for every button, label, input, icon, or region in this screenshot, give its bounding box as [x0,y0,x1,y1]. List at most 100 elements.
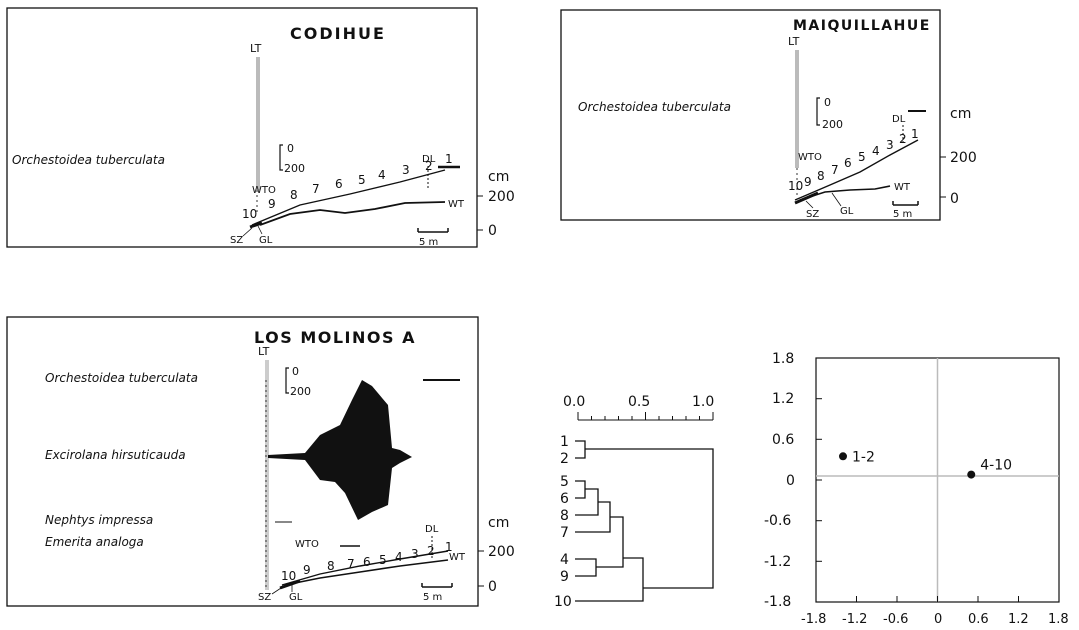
ordination-plot: 1.8 1.2 0.6 0 -0.6 -1.2 -1.8 -1.8 -1.2 -… [764,351,1069,627]
codihue-scalebar-label: 5 m [419,237,438,248]
ordination-x-tick-label-1: -1.2 [842,612,867,627]
losmolinos-station-9: 9 [303,563,311,577]
maiquillahue-scalebar-label: 5 m [893,209,912,220]
maiquillahue-swash-zone [794,191,819,205]
dendrogram-axis-ticks [577,412,714,420]
ordination-y-tick-label-6: -1.8 [764,594,791,610]
ordination-x-tick-label-3: 0 [934,612,942,627]
losmolinos-station-10: 10 [281,569,296,583]
dendrogram-tick-label-2: 1.0 [692,394,714,410]
maiquillahue-sz-pointer [805,200,814,209]
ordination-x-ticks [815,596,1060,602]
ordination-points: 1-2 4-10 [839,449,1012,479]
codihue-dl-label: DL [422,154,436,165]
ordination-point-1 [967,470,976,479]
losmolinos-station-5: 5 [379,553,387,567]
maiquillahue-cm-tick-label-200: 200 [950,150,977,166]
losmolinos-cm-tick-label-200: 200 [488,544,515,560]
dendrogram-leaf-8: 8 [560,508,569,524]
codihue-lt-label: LT [250,42,262,55]
maiquillahue-frame [560,9,941,221]
losmolinos-station-2: 2 [427,544,435,558]
dendrogram-tick-label-0: 0.0 [563,394,585,410]
ordination-y-tick-label-4: -0.6 [764,513,791,529]
maiquillahue-beach-profile [794,139,919,201]
losmolinos-gl-label: GL [289,592,303,603]
maiquillahue-gl-pointer [831,192,842,207]
codihue-station-5: 5 [358,173,366,187]
codihue-gl-pointer [257,225,263,235]
codihue-cm-label: cm [488,169,509,185]
codihue-gl-label: GL [259,235,273,246]
codihue-water-table [259,201,446,226]
losmolinos-station-6: 6 [363,555,371,569]
ordination-x-tick-label-4: 0.6 [968,612,989,627]
codihue-scale-0: 0 [287,142,294,155]
maiquillahue-species-0: Orchestoidea tuberculata [578,100,731,114]
dendrogram-leaf-5: 5 [560,474,569,490]
losmolinos-station-4: 4 [395,550,403,564]
maiquillahue-cm-tick-label-0: 0 [950,191,959,207]
dendrogram-leaf-6: 6 [560,491,569,507]
dendrogram-leaf-2: 2 [560,451,569,467]
losmolinos-cm-label: cm [488,515,509,531]
losmolinos-species-2: Nephtys impressa [45,513,153,527]
losmolinos-kite-excirolana [268,380,412,520]
ordination-point-0 [839,452,847,461]
losmolinos-beach-profile [281,550,449,586]
codihue-station-8: 8 [290,188,298,202]
maiquillahue-title: MAIQUILLAHUE [793,18,931,34]
dendrogram-leaf-10: 10 [554,594,572,610]
ordination-y-ticks [816,357,822,603]
losmolinos-scale-bracket [285,367,289,394]
ordination-point-label-1: 4-10 [980,458,1012,474]
losmolinos-species-1: Excirolana hirsuticauda [45,448,186,462]
losmolinos-species-3: Emerita analoga [45,535,144,549]
dendrogram-leaf-4: 4 [560,552,569,568]
ordination-x-tick-label-2: -0.6 [883,612,908,627]
dendrogram: 0.0 0.5 1.0 1 2 5 6 8 7 4 9 10 [554,394,714,610]
maiquillahue-station-7: 7 [831,163,839,177]
codihue-beach-profile [251,169,446,226]
ordination-y-tick-label-0: 1.8 [772,351,794,367]
codihue-panel: CODIHUE LT Orchestoidea tuberculata 0 20… [6,7,515,248]
codihue-wto-label: WTO [252,185,276,196]
ordination-x-tick-label-0: -1.8 [801,612,826,627]
ordination-y-tick-label-3: 0 [786,473,795,489]
maiquillahue-station-4: 4 [872,144,880,158]
losmolinos-station-8: 8 [327,559,335,573]
codihue-swash-zone [249,221,263,229]
ordination-y-tick-label-1: 1.2 [772,391,794,407]
maiquillahue-wto-label: WTO [798,152,822,163]
losmolinos-sz-label: SZ [258,592,271,603]
maiquillahue-scale-bracket [816,97,820,126]
losmolinos-lt-label: LT [258,345,270,358]
codihue-station-3: 3 [402,163,410,177]
ordination-x-tick-label-6: 1.8 [1048,612,1069,627]
codihue-station-4: 4 [378,168,386,182]
losmolinos-wto-label: WTO [295,539,319,550]
codihue-title: CODIHUE [290,24,386,43]
codihue-cm-tick-label-0: 0 [488,223,497,239]
losmolinos-water-table [284,559,449,586]
losmolinos-scale-200: 200 [290,385,311,398]
codihue-sz-pointer [242,227,253,237]
losmolinos-station-3: 3 [411,547,419,561]
losmolinos-cm-tick-label-0: 0 [488,579,497,595]
maiquillahue-dl-label: DL [892,114,906,125]
maiquillahue-scale-0: 0 [824,96,831,109]
codihue-sz-label: SZ [230,235,243,246]
losmolinos-frame [6,316,479,607]
maiquillahue-gl-label: GL [840,206,854,217]
codihue-station-7: 7 [312,182,320,196]
codihue-station-2: 2 [425,159,433,173]
codihue-scale-200: 200 [284,162,305,175]
losmolinos-dl-label: DL [425,524,439,535]
losmolinos-sz-pointer [271,587,282,595]
ordination-x-tick-label-5: 1.2 [1008,612,1029,627]
losmolinos-swash-zone [279,579,301,590]
losmolinos-station-7: 7 [347,557,355,571]
losmolinos-scalebar-label: 5 m [423,592,442,603]
maiquillahue-cm-label: cm [950,106,971,122]
